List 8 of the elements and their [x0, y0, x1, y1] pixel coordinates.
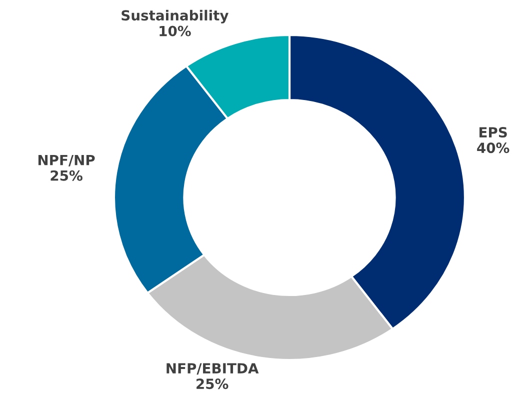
data-label: 40% [477, 142, 510, 154]
slice-label: NPF/NP [38, 154, 95, 166]
data-label: 25% [196, 378, 228, 390]
slice-label: Sustainability [122, 10, 229, 24]
data-label: 10% [160, 26, 191, 36]
slice-label: EPS [480, 127, 507, 138]
slice-label: NFP/EBITDA [166, 363, 259, 375]
data-label: 25% [50, 170, 82, 181]
